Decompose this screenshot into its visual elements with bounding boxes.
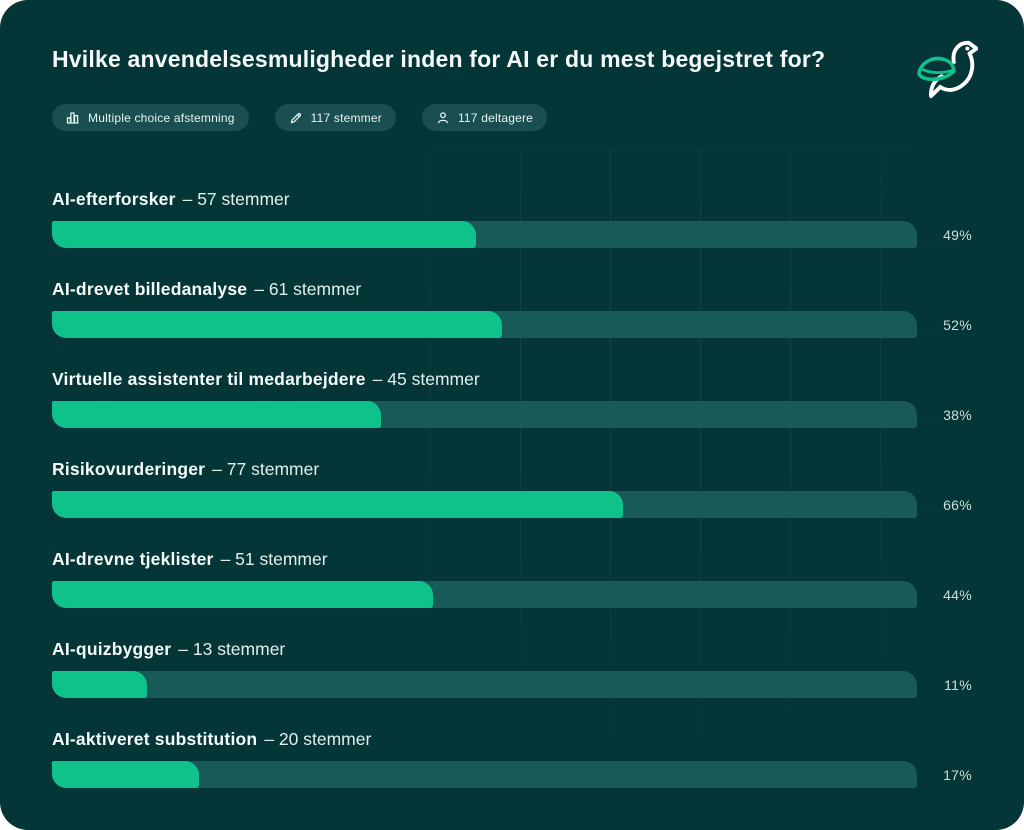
- percent-label: 11%: [944, 676, 972, 693]
- bar-chart-icon: [66, 111, 80, 125]
- page-title: Hvilke anvendelsesmuligheder inden for A…: [52, 46, 826, 72]
- bar-fill: [52, 491, 623, 518]
- badge-question-type: Multiple choice afstemning: [52, 104, 249, 131]
- option-votes: – 45 stemmer: [372, 369, 480, 389]
- option-label: AI-aktiveret substitution – 20 stemmer: [52, 728, 972, 751]
- bar-fill: [52, 671, 148, 698]
- option-label: Risikovurderinger – 77 stemmer: [52, 458, 972, 481]
- bar-fill: [52, 221, 476, 248]
- bar-track: [52, 761, 917, 788]
- poll-option-row: AI-aktiveret substitution – 20 stemmer 17…: [52, 728, 972, 818]
- bar-fill: [52, 761, 200, 788]
- bird-leaf-logo: [914, 34, 979, 110]
- percent-label: 66%: [943, 496, 972, 513]
- bar-track: [52, 491, 917, 518]
- option-label: AI-efterforsker – 57 stemmer: [52, 188, 972, 211]
- percent-label: 44%: [943, 586, 972, 603]
- option-votes: – 51 stemmer: [220, 549, 328, 569]
- poll-option-row: AI-efterforsker – 57 stemmer 49%: [52, 188, 972, 278]
- option-name: Risikovurderinger: [52, 459, 206, 479]
- bar-track: [52, 671, 917, 698]
- poll-option-row: Risikovurderinger – 77 stemmer 66%: [52, 458, 972, 548]
- badge-label: 117 deltagere: [457, 110, 534, 125]
- badge-participants: 117 deltagere: [421, 104, 548, 131]
- percent-label: 52%: [943, 316, 972, 333]
- badge-votes: 117 stemmer: [274, 104, 396, 131]
- option-name: AI-efterforsker: [52, 189, 176, 209]
- percent-label: 49%: [943, 226, 972, 243]
- option-votes: – 13 stemmer: [178, 639, 286, 659]
- bar-track: [52, 311, 917, 338]
- poll-option-row: Virtuelle assistenter til medarbejdere – …: [52, 368, 972, 458]
- badge-label: Multiple choice afstemning: [88, 110, 235, 125]
- option-label: AI-drevne tjeklister – 51 stemmer: [52, 548, 972, 571]
- bar-track: [52, 221, 917, 248]
- bar-track: [52, 401, 917, 428]
- poll-option-row: AI-drevet billedanalyse – 61 stemmer 52%: [52, 278, 972, 368]
- option-votes: – 20 stemmer: [264, 729, 372, 749]
- option-label: AI-quizbygger – 13 stemmer: [52, 638, 972, 661]
- percent-label: 17%: [943, 766, 972, 783]
- option-votes: – 57 stemmer: [182, 189, 290, 209]
- bar-fill: [52, 311, 502, 338]
- poll-option-row: AI-drevne tjeklister – 51 stemmer 44%: [52, 548, 972, 638]
- bar-fill: [52, 401, 381, 428]
- option-label: AI-drevet billedanalyse – 61 stemmer: [52, 278, 972, 301]
- option-label: Virtuelle assistenter til medarbejdere – …: [52, 368, 972, 391]
- poll-results-list: AI-efterforsker – 57 stemmer 49% AI-dreve…: [52, 188, 972, 818]
- percent-label: 38%: [943, 406, 972, 423]
- option-votes: – 77 stemmer: [212, 459, 320, 479]
- meta-badges: Multiple choice afstemning 117 stemmer: [52, 104, 972, 131]
- bar-fill: [52, 581, 433, 608]
- badge-label: 117 stemmer: [310, 110, 382, 125]
- poll-option-row: AI-quizbygger – 13 stemmer 11%: [52, 638, 972, 728]
- option-name: AI-aktiveret substitution: [52, 729, 258, 749]
- option-name: Virtuelle assistenter til medarbejdere: [52, 369, 366, 389]
- person-icon: [436, 111, 450, 125]
- option-name: AI-drevne tjeklister: [52, 549, 214, 569]
- option-name: AI-drevet billedanalyse: [52, 279, 248, 299]
- bar-track: [52, 581, 917, 608]
- pencil-icon: [289, 111, 303, 125]
- option-votes: – 61 stemmer: [254, 279, 362, 299]
- option-name: AI-quizbygger: [52, 639, 172, 659]
